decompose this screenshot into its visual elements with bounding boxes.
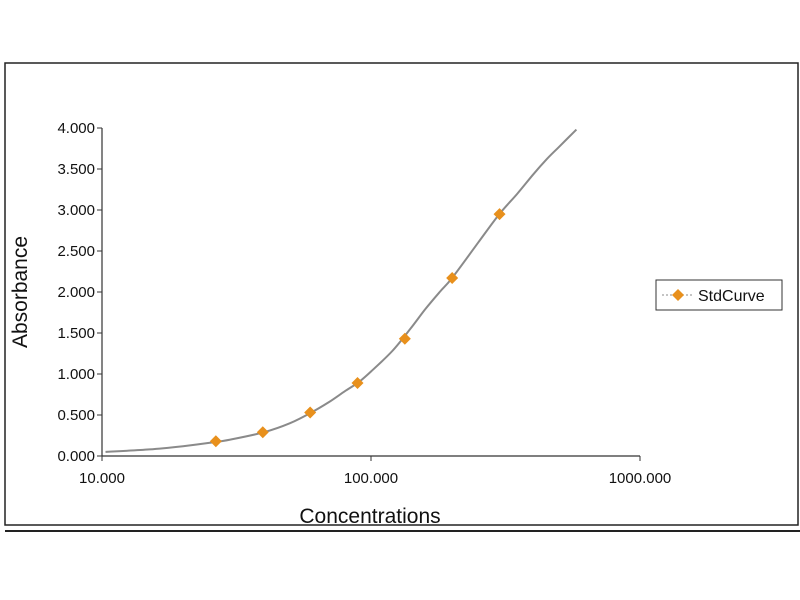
legend-marker-diamond-icon — [672, 289, 684, 301]
x-tick-label: 1000.000 — [609, 470, 672, 487]
y-tick-label: 0.000 — [57, 448, 95, 465]
legend-label: StdCurve — [698, 288, 765, 305]
y-axis-label: Absorbance — [9, 236, 32, 348]
x-axis-label: Concentrations — [299, 505, 440, 528]
y-tick-label: 2.500 — [57, 243, 95, 260]
y-tick-label: 3.500 — [57, 161, 95, 178]
fit-curve-layer — [105, 128, 578, 453]
data-point — [446, 272, 459, 285]
data-point — [493, 208, 506, 221]
fit-curve-line — [105, 128, 578, 453]
axes-layer: 0.000 0.500 1.000 1.500 2.000 2.500 3.000 3.500… — [57, 120, 671, 487]
data-points-layer — [209, 208, 506, 448]
y-tick-label: 4.000 — [57, 120, 95, 137]
x-tick-label: 10.000 — [79, 470, 125, 487]
y-tick-label: 3.000 — [57, 202, 95, 219]
data-point — [351, 377, 364, 390]
data-point — [304, 406, 317, 419]
y-tick-label: 1.500 — [57, 325, 95, 342]
y-tick-label: 1.000 — [57, 366, 95, 383]
data-point — [256, 426, 269, 439]
y-tick-label: 2.000 — [57, 284, 95, 301]
x-tick-label: 100.000 — [344, 470, 398, 487]
data-point — [209, 435, 222, 448]
data-point — [398, 332, 411, 345]
y-tick-label: 0.500 — [57, 407, 95, 424]
legend: StdCurve — [655, 279, 783, 311]
